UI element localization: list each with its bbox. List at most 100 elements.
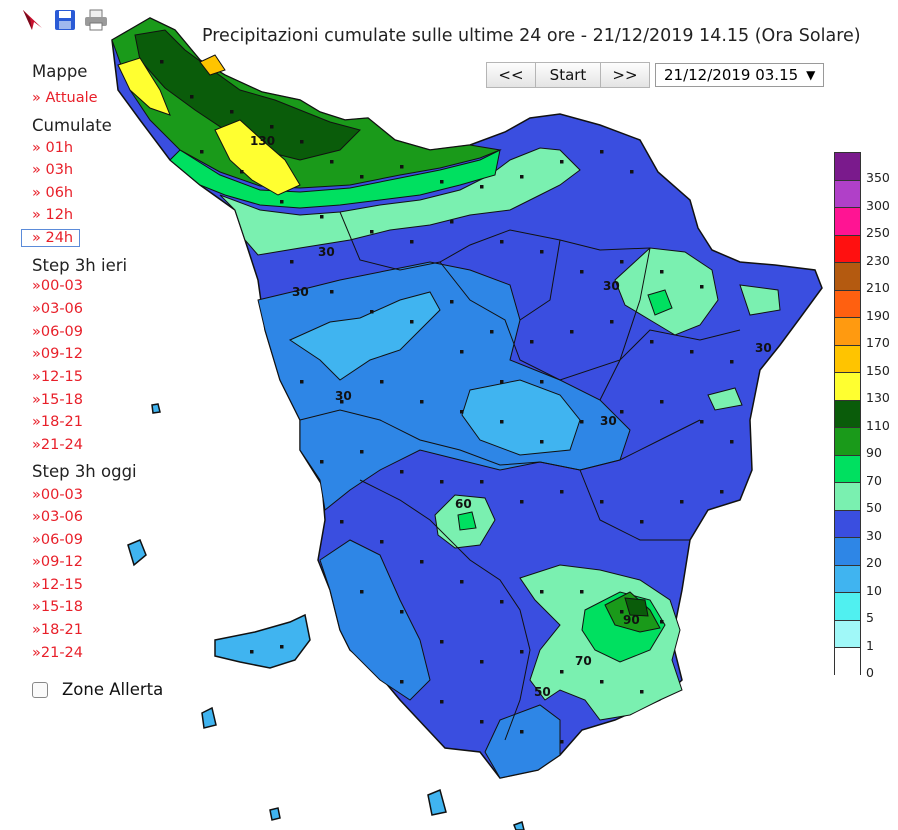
- link-oggi-15-18[interactable]: »15-18: [32, 599, 84, 615]
- station-marker: [540, 590, 544, 594]
- station-marker: [280, 645, 284, 649]
- station-marker: [540, 250, 544, 254]
- station-marker: [160, 60, 164, 64]
- station-marker: [700, 420, 704, 424]
- legend-swatch: [834, 179, 861, 207]
- legend-swatch: [834, 454, 861, 482]
- page-title: Precipitazioni cumulate sulle ultime 24 …: [202, 26, 861, 46]
- station-marker: [360, 450, 364, 454]
- station-marker: [620, 410, 624, 414]
- legend-swatch: [834, 564, 861, 592]
- link-oggi-03-06[interactable]: »03-06: [32, 509, 84, 525]
- link-oggi-06-09[interactable]: »06-09: [32, 532, 84, 548]
- link-ieri-15-18[interactable]: »15-18: [32, 392, 84, 408]
- station-marker: [490, 330, 494, 334]
- station-marker: [440, 700, 444, 704]
- print-icon[interactable]: [84, 9, 108, 31]
- station-marker: [580, 270, 584, 274]
- zone-allerta-checkbox[interactable]: [32, 681, 48, 698]
- station-marker: [460, 350, 464, 354]
- prev-button[interactable]: <<: [486, 62, 536, 88]
- section-title-mappe: Mappe: [32, 62, 88, 81]
- link-oggi-21-24[interactable]: »21-24: [32, 645, 84, 661]
- link-attuale[interactable]: » Attuale: [32, 90, 98, 106]
- station-marker: [600, 150, 604, 154]
- link-ieri-00-03[interactable]: »00-03: [32, 278, 84, 294]
- station-marker: [460, 410, 464, 414]
- link-ieri-03-06[interactable]: »03-06: [32, 301, 84, 317]
- station-marker: [530, 340, 534, 344]
- station-marker: [520, 730, 524, 734]
- station-marker: [420, 400, 424, 404]
- band-50-north: [219, 147, 581, 256]
- station-marker: [540, 440, 544, 444]
- station-marker: [620, 260, 624, 264]
- legend-swatch: [834, 289, 861, 317]
- station-marker: [450, 220, 454, 224]
- station-marker: [560, 160, 564, 164]
- legend-label: 350: [866, 170, 890, 185]
- link-oggi-09-12[interactable]: »09-12: [32, 554, 84, 570]
- station-marker: [600, 500, 604, 504]
- time-select[interactable]: 21/12/2019 03.15 ▼: [655, 63, 825, 87]
- legend-label: 20: [866, 555, 882, 570]
- contour-label: 90: [623, 613, 640, 627]
- station-marker: [560, 740, 564, 744]
- island-gorgona: [151, 403, 161, 414]
- station-marker: [360, 175, 364, 179]
- station-marker: [320, 215, 324, 219]
- contour-label: 30: [755, 341, 772, 355]
- link-ieri-12-15[interactable]: »12-15: [32, 369, 84, 385]
- link-cumulate-06h[interactable]: » 06h: [32, 185, 74, 201]
- link-oggi-00-03[interactable]: »00-03: [32, 487, 84, 503]
- link-oggi-18-21[interactable]: »18-21: [32, 622, 84, 638]
- band-130-north: [214, 119, 301, 196]
- station-marker: [340, 400, 344, 404]
- link-cumulate-03h[interactable]: » 03h: [32, 162, 74, 178]
- station-marker: [560, 670, 564, 674]
- link-ieri-09-12[interactable]: »09-12: [32, 346, 84, 362]
- station-marker: [540, 380, 544, 384]
- station-marker: [580, 420, 584, 424]
- start-button[interactable]: Start: [535, 62, 601, 88]
- station-marker: [660, 620, 664, 624]
- contour-label: 70: [575, 654, 592, 668]
- band-10: [288, 291, 441, 381]
- station-marker: [480, 185, 484, 189]
- station-marker: [360, 590, 364, 594]
- station-marker: [500, 600, 504, 604]
- save-icon[interactable]: [54, 9, 76, 31]
- station-marker: [700, 285, 704, 289]
- legend-label: 90: [866, 445, 882, 460]
- station-marker: [660, 270, 664, 274]
- link-ieri-21-24[interactable]: »21-24: [32, 437, 84, 453]
- station-marker: [280, 200, 284, 204]
- station-marker: [400, 680, 404, 684]
- legend-label: 10: [866, 582, 882, 598]
- station-marker: [640, 690, 644, 694]
- station-marker: [240, 170, 244, 174]
- chevron-down-icon: ▼: [806, 68, 816, 82]
- island-giglio: [427, 788, 447, 816]
- legend-label: 50: [866, 500, 882, 515]
- link-ieri-06-09[interactable]: »06-09: [32, 324, 84, 340]
- north-arrow-icon[interactable]: [20, 8, 46, 32]
- next-button[interactable]: >>: [600, 62, 650, 88]
- link-cumulate-24h[interactable]: » 24h: [20, 229, 81, 247]
- link-cumulate-01h[interactable]: » 01h: [32, 140, 74, 156]
- band-20-se: [484, 704, 561, 779]
- section-title-step-oggi: Step 3h oggi: [32, 462, 137, 481]
- legend-swatch: [834, 399, 861, 427]
- station-marker: [520, 500, 524, 504]
- station-marker: [480, 720, 484, 724]
- zone-allerta-toggle[interactable]: Zone Allerta: [32, 680, 163, 699]
- legend-label: 210: [866, 280, 890, 295]
- link-oggi-12-15[interactable]: »12-15: [32, 577, 84, 593]
- contour-label: 30: [335, 389, 352, 403]
- link-ieri-18-21[interactable]: »18-21: [32, 414, 84, 430]
- station-marker: [730, 440, 734, 444]
- band-50-ne: [739, 284, 781, 316]
- station-marker: [330, 290, 334, 294]
- link-cumulate-12h[interactable]: » 12h: [32, 207, 74, 223]
- station-marker: [620, 610, 624, 614]
